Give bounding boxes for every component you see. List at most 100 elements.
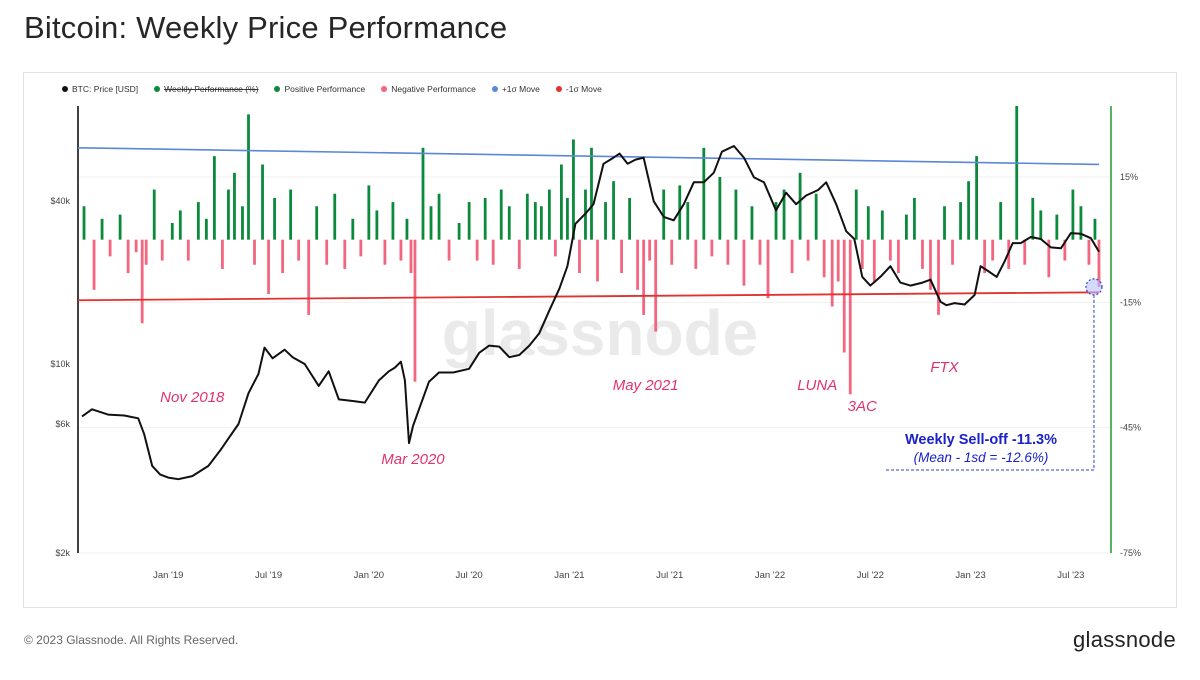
performance-bar (1063, 239, 1067, 261)
performance-bar (391, 202, 395, 240)
copyright-footer: © 2023 Glassnode. All Rights Reserved. (24, 633, 239, 647)
plus-sigma-line (77, 146, 1099, 166)
legend-swatch (491, 86, 498, 92)
performance-bar (1039, 210, 1043, 240)
event-annotation: 3AC (848, 398, 877, 415)
performance-bar (822, 239, 826, 278)
performance-bar (241, 206, 244, 240)
performance-bar (896, 239, 900, 274)
performance-bar (457, 222, 461, 240)
x-axis-tick-label: Jul '20 (456, 570, 483, 581)
performance-bar (134, 239, 138, 253)
x-axis-tick-label: Jan '21 (554, 570, 584, 581)
performance-bar (790, 239, 794, 274)
performance-bar (872, 239, 876, 282)
performance-bar (447, 239, 451, 261)
performance-bar (648, 239, 652, 261)
performance-bar (359, 239, 363, 257)
performance-bar (750, 206, 754, 240)
performance-bar (742, 239, 746, 286)
right-axis-tick-label: -45% (1120, 423, 1141, 433)
legend-item-5[interactable]: -1σ Move (555, 82, 602, 96)
performance-bar (144, 239, 148, 265)
performance-bar (694, 239, 698, 269)
performance-bar (842, 239, 846, 353)
performance-bar (507, 206, 511, 240)
legend-item-4[interactable]: +1σ Move (491, 82, 540, 96)
performance-bar (186, 239, 190, 261)
performance-bar (654, 239, 658, 332)
performance-bar (399, 239, 403, 261)
left-axis-tick-label: $10k (50, 359, 70, 369)
x-axis-tick-label: Jul '21 (656, 570, 683, 581)
performance-bar (951, 239, 954, 265)
performance-bar (686, 202, 690, 240)
x-axis-tick-label: Jan '23 (955, 570, 985, 581)
performance-bar (178, 210, 182, 240)
performance-bar (806, 239, 810, 261)
performance-bar (421, 147, 425, 240)
callout-title: Weekly Sell-off -11.3% (905, 432, 1057, 448)
performance-bar (975, 156, 979, 240)
legend-item-1[interactable]: Weekly Performance (%) (154, 82, 258, 96)
performance-bar (726, 239, 730, 265)
performance-bar (126, 239, 130, 274)
performance-bar (604, 202, 607, 240)
performance-bar (943, 206, 946, 240)
legend-item-3[interactable]: Negative Performance (381, 82, 476, 96)
performance-bar (766, 239, 770, 299)
performance-bar (281, 239, 284, 274)
performance-bar (718, 177, 722, 240)
performance-bar (92, 239, 96, 290)
performance-bar (227, 189, 230, 240)
right-axis-tick-label: -75% (1120, 548, 1141, 558)
performance-bar (1055, 214, 1059, 240)
performance-bar (814, 193, 818, 240)
performance-bar (204, 218, 208, 240)
x-axis-tick-label: Jan '20 (354, 570, 384, 581)
left-axis-tick-label: $2k (55, 548, 70, 558)
legend-item-0[interactable]: BTC: Price [USD] (62, 82, 138, 96)
performance-bar (351, 218, 355, 240)
legend-item-2[interactable]: Positive Performance (274, 82, 365, 96)
performance-bar (253, 239, 256, 265)
performance-bar (517, 239, 521, 269)
performance-bar (1071, 189, 1075, 240)
performance-bar (967, 181, 970, 240)
performance-bar (566, 197, 569, 240)
performance-bar (590, 147, 593, 240)
page-title: Bitcoin: Weekly Price Performance (24, 10, 508, 45)
performance-bar (273, 197, 276, 240)
performance-bar (140, 239, 144, 324)
performance-bar (702, 147, 706, 240)
legend-label: Positive Performance (284, 84, 366, 94)
performance-bar (233, 172, 236, 240)
x-axis-tick-label: Jul '22 (857, 570, 884, 581)
performance-bar (539, 206, 543, 240)
left-axis-tick-label: $6k (55, 419, 70, 429)
performance-bar (152, 189, 156, 240)
performance-bar (929, 239, 932, 290)
performance-bar (333, 193, 337, 240)
performance-bar (734, 189, 738, 240)
price-line (81, 145, 1100, 481)
performance-bar (212, 156, 216, 240)
brand-logo: glassnode (1073, 627, 1176, 652)
performance-bar (437, 193, 441, 240)
performance-bar (1093, 218, 1097, 240)
performance-bar (525, 193, 529, 240)
x-axis-tick-label: Jan '22 (755, 570, 785, 581)
event-annotation: Mar 2020 (381, 451, 445, 468)
performance-bar (267, 239, 270, 294)
chart-legend: BTC: Price [USD] Weekly Performance (%) Po… (62, 82, 602, 96)
performance-bar (307, 239, 311, 315)
performance-bar (560, 164, 563, 240)
performance-bar (959, 202, 962, 240)
performance-bar (913, 197, 916, 240)
legend-swatch (555, 86, 562, 92)
x-axis-tick-label: Jan '19 (153, 570, 183, 581)
performance-bar (221, 239, 224, 269)
performance-bar (261, 164, 264, 240)
legend-swatch (381, 86, 388, 92)
performance-bar (1023, 239, 1027, 265)
